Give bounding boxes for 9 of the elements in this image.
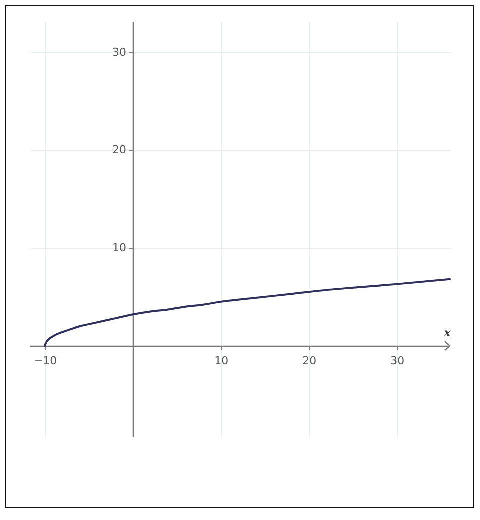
y-tick-label: 20 — [112, 144, 127, 157]
x-tick-label: 10 — [214, 354, 229, 368]
x-tick-label: −10 — [34, 354, 58, 368]
x-tick-label: 30 — [390, 354, 405, 368]
y-tick-label: 30 — [112, 46, 127, 59]
line-series — [44, 278, 451, 347]
y-tick-label: 10 — [112, 242, 127, 255]
x-axis-title: x — [443, 326, 452, 340]
x-tick-label: 20 — [302, 354, 317, 368]
